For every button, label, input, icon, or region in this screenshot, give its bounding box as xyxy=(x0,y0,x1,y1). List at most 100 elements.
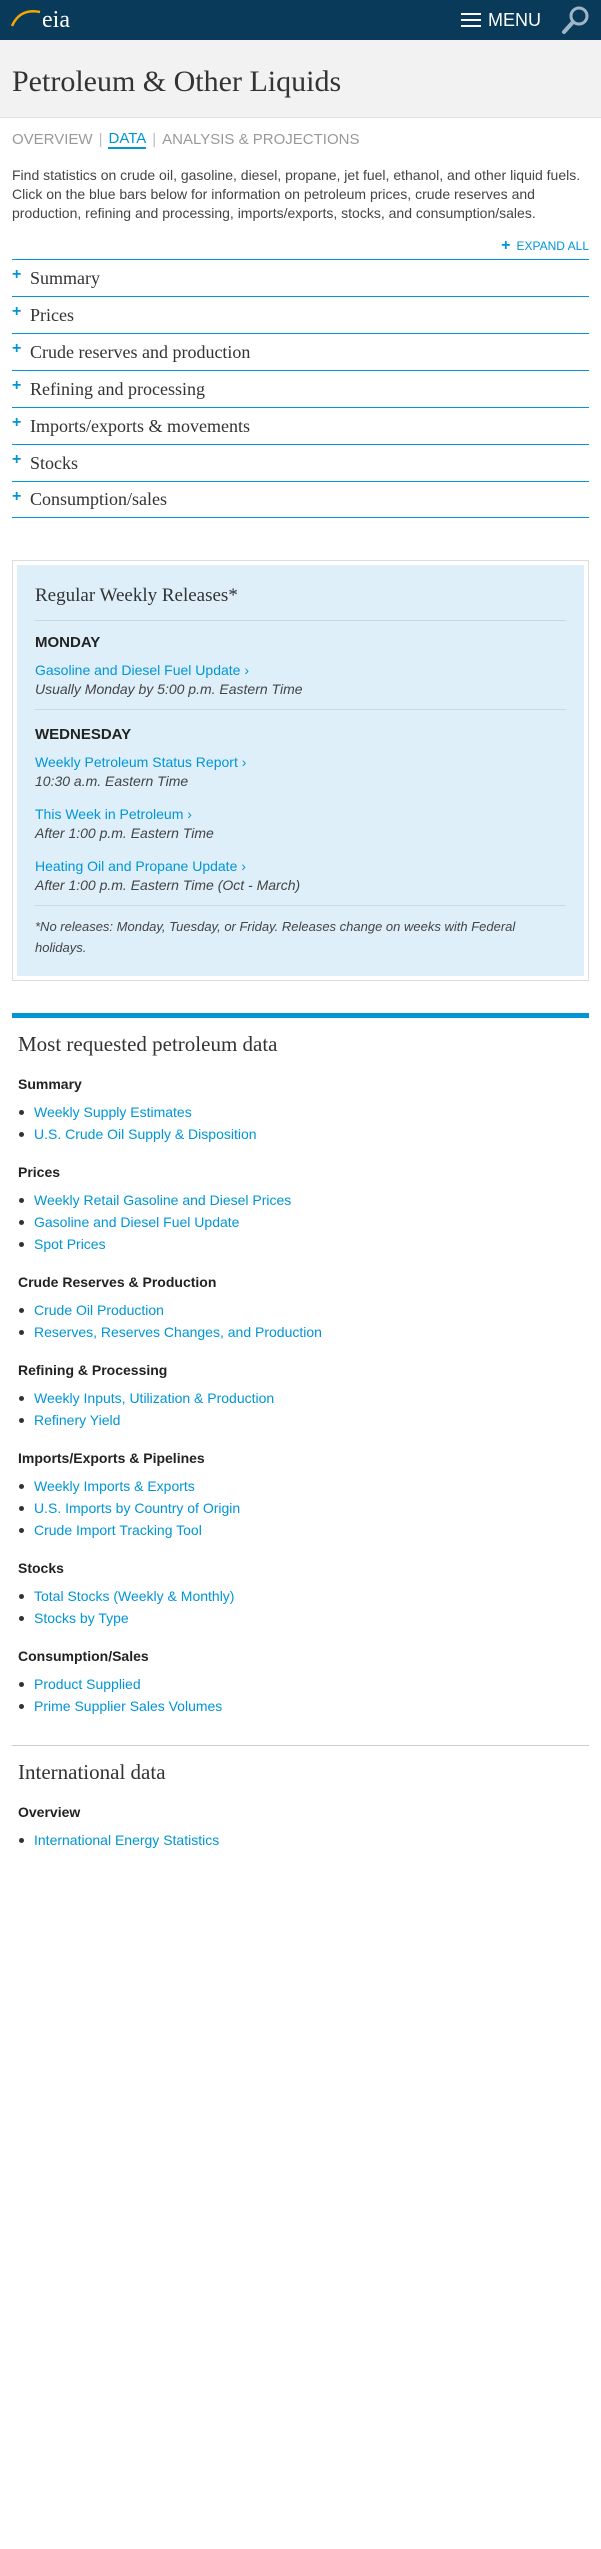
section-tabs: OVERVIEW | DATA | ANALYSIS & PROJECTIONS xyxy=(0,118,601,149)
day-heading-wednesday: WEDNESDAY xyxy=(35,726,132,743)
plus-icon: + xyxy=(12,340,22,357)
link-group: Refining & Processing Weekly Inputs, Util… xyxy=(18,1362,583,1431)
accordion-item-imports-exports[interactable]: + Imports/exports & movements xyxy=(12,407,589,444)
plus-icon: + xyxy=(12,488,22,505)
accordion-item-refining[interactable]: + Refining and processing xyxy=(12,370,589,407)
list-item-link[interactable]: U.S. Imports by Country of Origin xyxy=(18,1497,583,1519)
logo-text: eia xyxy=(42,6,70,33)
accordion-label: Stocks xyxy=(30,452,79,473)
accordion-item-consumption[interactable]: + Consumption/sales xyxy=(12,481,589,518)
group-title: Stocks xyxy=(18,1560,64,1576)
expand-all-button[interactable]: + EXPAND ALL xyxy=(0,223,601,255)
weekly-releases-panel: Regular Weekly Releases* MONDAY Gasoline… xyxy=(17,565,584,976)
group-title: Refining & Processing xyxy=(18,1362,168,1378)
link-list: Crude Oil Production Reserves, Reserves C… xyxy=(18,1299,583,1343)
section-title: Most requested petroleum data xyxy=(18,1032,278,1056)
list-item-link[interactable]: Refinery Yield xyxy=(18,1409,583,1431)
release-time: Usually Monday by 5:00 p.m. Eastern Time xyxy=(35,681,303,697)
accordion-label: Consumption/sales xyxy=(30,489,168,509)
group-title: Imports/Exports & Pipelines xyxy=(18,1450,205,1466)
list-item-link[interactable]: Spot Prices xyxy=(18,1233,583,1255)
release-link[interactable]: Gasoline and Diesel Fuel Update › xyxy=(35,662,250,678)
link-list: Total Stocks (Weekly & Monthly) Stocks by… xyxy=(18,1585,583,1629)
intro-text: Find statistics on crude oil, gasoline, … xyxy=(12,167,581,221)
plus-icon: + xyxy=(12,414,22,431)
accordion-label: Summary xyxy=(30,267,100,288)
international-section: International data Overview International… xyxy=(12,1745,589,1851)
list-item-link[interactable]: Weekly Inputs, Utilization & Production xyxy=(18,1387,583,1409)
accordion-label: Crude reserves and production xyxy=(30,341,251,362)
list-item-link[interactable]: Weekly Imports & Exports xyxy=(18,1475,583,1497)
link-list: International Energy Statistics xyxy=(18,1829,583,1851)
accordion-item-crude-reserves[interactable]: + Crude reserves and production xyxy=(12,333,589,370)
list-item-link[interactable]: Crude Oil Production xyxy=(18,1299,583,1321)
release-link[interactable]: Heating Oil and Propane Update › xyxy=(35,858,246,874)
list-item-link[interactable]: Gasoline and Diesel Fuel Update xyxy=(18,1211,583,1233)
list-item-link[interactable]: International Energy Statistics xyxy=(18,1829,583,1851)
group-title: Overview xyxy=(18,1804,81,1820)
most-requested-section: Most requested petroleum data Summary Wee… xyxy=(12,1013,589,1717)
group-title: Crude Reserves & Production xyxy=(18,1274,217,1290)
link-group: Crude Reserves & Production Crude Oil Pro… xyxy=(18,1274,583,1343)
menu-button[interactable]: MENU xyxy=(461,10,541,31)
list-item-link[interactable]: Reserves, Reserves Changes, and Producti… xyxy=(18,1321,583,1343)
accordion-label: Imports/exports & movements xyxy=(30,415,250,436)
accordion-item-summary[interactable]: + Summary xyxy=(12,259,589,296)
group-title: Summary xyxy=(18,1076,82,1092)
group-title: Prices xyxy=(18,1164,61,1180)
list-item-link[interactable]: Weekly Retail Gasoline and Diesel Prices xyxy=(18,1189,583,1211)
link-group: Summary Weekly Supply Estimates U.S. Crude… xyxy=(18,1076,583,1145)
tab-separator: | xyxy=(152,131,157,148)
eia-logo[interactable]: eia xyxy=(10,6,70,34)
divider xyxy=(35,709,566,710)
link-list: Product Supplied Prime Supplier Sales Vol… xyxy=(18,1673,583,1717)
list-item-link[interactable]: Stocks by Type xyxy=(18,1607,583,1629)
list-item-link[interactable]: Prime Supplier Sales Volumes xyxy=(18,1695,583,1717)
plus-icon: + xyxy=(501,237,511,254)
release-time: After 1:00 p.m. Eastern Time xyxy=(35,825,214,841)
link-list: Weekly Supply Estimates U.S. Crude Oil Su… xyxy=(18,1101,583,1145)
link-list: Weekly Retail Gasoline and Diesel Prices… xyxy=(18,1189,583,1255)
data-accordion: + Summary + Prices + Crude reserves and pro… xyxy=(12,259,589,518)
hamburger-icon xyxy=(461,13,481,27)
plus-icon: + xyxy=(12,377,22,394)
top-navigation-bar: eia MENU xyxy=(0,0,601,40)
tab-separator: | xyxy=(98,131,103,148)
list-item-link[interactable]: U.S. Crude Oil Supply & Disposition xyxy=(18,1123,583,1145)
link-group: Imports/Exports & Pipelines Weekly Import… xyxy=(18,1450,583,1541)
link-group: Overview International Energy Statistics xyxy=(18,1804,583,1851)
accordion-item-prices[interactable]: + Prices xyxy=(12,296,589,333)
link-list: Weekly Inputs, Utilization & Production R… xyxy=(18,1387,583,1431)
accordion-label: Prices xyxy=(30,304,74,325)
tab-overview[interactable]: OVERVIEW xyxy=(12,131,93,148)
release-link[interactable]: Weekly Petroleum Status Report › xyxy=(35,754,247,770)
group-title: Consumption/Sales xyxy=(18,1648,149,1664)
weekly-releases-box: Regular Weekly Releases* MONDAY Gasoline… xyxy=(12,560,589,981)
list-item-link[interactable]: Total Stocks (Weekly & Monthly) xyxy=(18,1585,583,1607)
list-item-link[interactable]: Product Supplied xyxy=(18,1673,583,1695)
accordion-label: Refining and processing xyxy=(30,378,205,399)
menu-label: MENU xyxy=(488,9,541,30)
search-icon[interactable] xyxy=(561,5,591,35)
link-group: Consumption/Sales Product Supplied Prime S… xyxy=(18,1648,583,1717)
plus-icon: + xyxy=(12,266,22,283)
plus-icon: + xyxy=(12,451,22,468)
link-group: Stocks Total Stocks (Weekly & Monthly) Sto… xyxy=(18,1560,583,1629)
tab-analysis-projections[interactable]: ANALYSIS & PROJECTIONS xyxy=(162,131,360,148)
expand-all-label: EXPAND ALL xyxy=(516,239,589,253)
release-link[interactable]: This Week in Petroleum › xyxy=(35,806,192,822)
releases-footnote: *No releases: Monday, Tuesday, or Friday… xyxy=(35,919,516,955)
release-time: 10:30 a.m. Eastern Time xyxy=(35,773,189,789)
tab-data[interactable]: DATA xyxy=(108,130,147,149)
list-item-link[interactable]: Weekly Supply Estimates xyxy=(18,1101,583,1123)
section-title: International data xyxy=(18,1760,166,1784)
releases-title: Regular Weekly Releases* xyxy=(35,585,566,621)
eia-logo-icon xyxy=(10,10,41,27)
release-time: After 1:00 p.m. Eastern Time (Oct - Marc… xyxy=(35,877,301,893)
page-header: Petroleum & Other Liquids xyxy=(0,40,601,118)
day-heading-monday: MONDAY xyxy=(35,634,101,651)
link-group: Prices Weekly Retail Gasoline and Diesel … xyxy=(18,1164,583,1255)
page-title: Petroleum & Other Liquids xyxy=(12,65,342,98)
accordion-item-stocks[interactable]: + Stocks xyxy=(12,444,589,481)
list-item-link[interactable]: Crude Import Tracking Tool xyxy=(18,1519,583,1541)
